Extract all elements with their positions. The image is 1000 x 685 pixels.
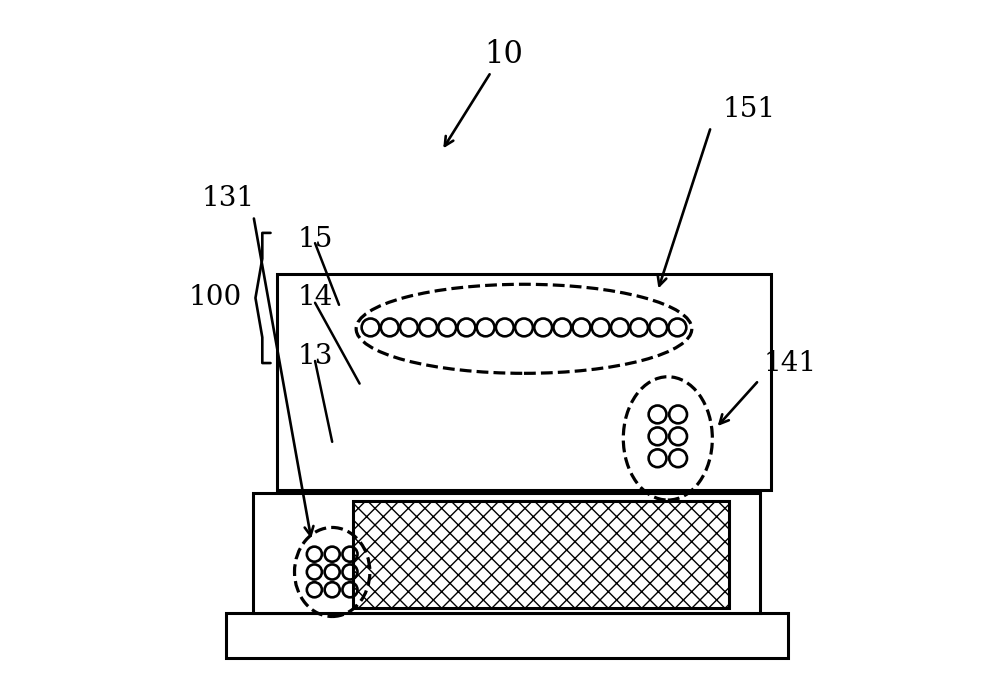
Text: 15: 15 [298, 226, 333, 253]
Bar [226, 613, 788, 658]
Text: 10: 10 [484, 39, 523, 71]
Text: 14: 14 [298, 284, 333, 312]
Bar [339, 377, 712, 490]
Text: 131: 131 [202, 185, 255, 212]
Text: 151: 151 [723, 96, 776, 123]
Bar [277, 274, 771, 490]
Text: 13: 13 [298, 342, 333, 370]
Bar [353, 501, 729, 608]
Text: 100: 100 [188, 284, 242, 312]
Text: 141: 141 [764, 349, 817, 377]
Bar [253, 493, 760, 613]
